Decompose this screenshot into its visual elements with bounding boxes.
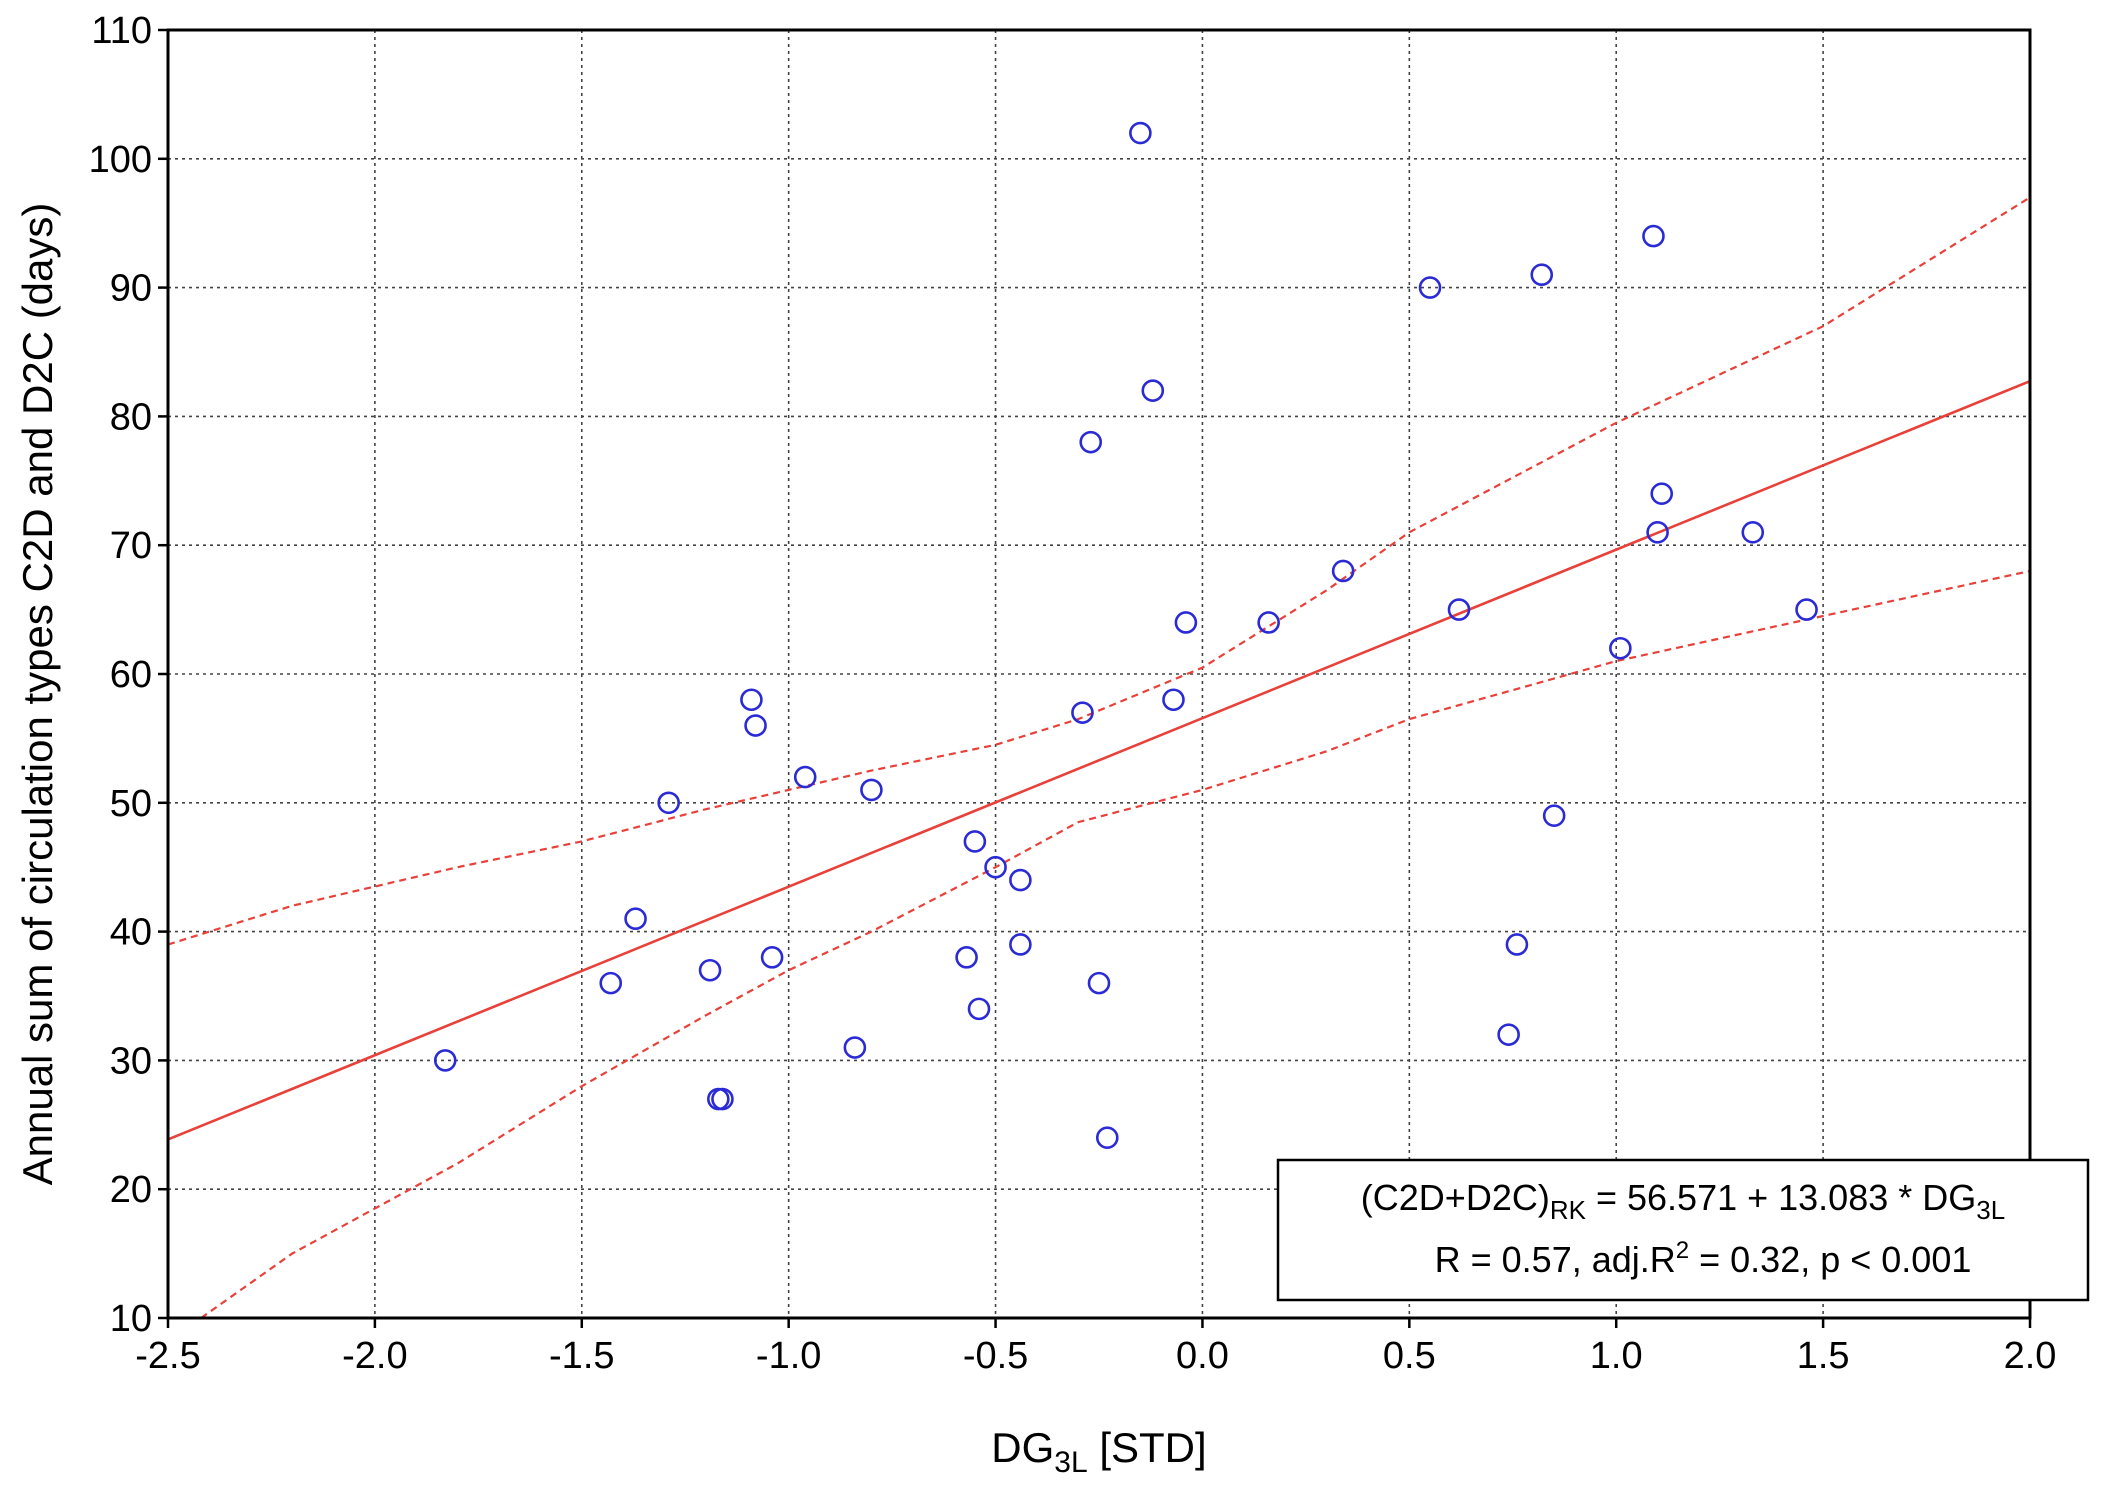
data-point [1174,611,1198,634]
y-tick-label: 30 [110,1040,152,1082]
data-point [967,997,991,1021]
data-point [843,1036,867,1059]
data-point [1009,868,1032,892]
stats-b: = 0.32, p < 0.001 [1689,1239,1971,1280]
grid [168,30,2030,1318]
y-tick-label: 50 [110,783,152,825]
x-tick-label: -0.5 [963,1335,1028,1377]
stats-a: R = 0.57, adj.R [1435,1239,1676,1280]
data-point [860,778,883,802]
x-tick-labels: -2.5 -2.0 -1.5 -1.0 -0.5 0.0 0.5 1.0 1.5 2.0 [135,1318,2056,1377]
equation-lhs: (C2D+D2C) [1361,1177,1550,1218]
x-axis-title: DG3L [STD] [991,1424,1206,1479]
y-tick-label: 90 [110,268,152,310]
x-tick-label: -2.5 [135,1335,200,1377]
equation-rhs: = 56.571 + 13.083 * DG [1586,1177,1976,1218]
x-axis-title-rest: [STD] [1088,1424,1207,1471]
data-point [1071,701,1094,724]
x-tick-label: 2.0 [2004,1335,2057,1377]
data-point [1542,804,1566,827]
data-point [433,1049,457,1072]
data-point [1447,598,1471,621]
y-tick-label: 70 [110,525,152,567]
x-tick-label: 1.0 [1590,1335,1643,1377]
data-point [984,855,1007,879]
x-tick-label: 0.0 [1176,1335,1229,1377]
x-tick-label: 0.5 [1383,1335,1436,1377]
data-point [624,907,647,931]
ci-upper-line [167,196,2031,946]
x-axis-title-main: DG [991,1424,1054,1471]
y-tick-label: 100 [89,139,152,181]
data-point [1095,1126,1119,1149]
data-point [711,1087,734,1111]
data-points [433,121,1818,1149]
data-point [740,688,763,712]
data-point [698,958,722,982]
data-point [1741,521,1765,544]
data-point [1141,379,1165,402]
data-point [1497,1023,1520,1046]
equation-box: (C2D+D2C)RK = 56.571 + 13.083 * DG3L R =… [1276,1158,2090,1302]
equation-line-2: R = 0.57, adj.R2 = 0.32, p < 0.001 [1435,1237,1972,1280]
data-point [963,830,987,853]
data-point [1642,224,1665,248]
data-point [1418,276,1442,299]
data-point [657,791,680,815]
data-point [1079,430,1103,454]
stats-superscript: 2 [1676,1237,1689,1264]
x-axis-title-subscript: 3L [1054,1446,1087,1479]
data-point [1162,688,1185,712]
y-tick-label: 20 [110,1169,152,1211]
y-tick-label: 80 [110,396,152,438]
y-axis-title: Annual sum of circulation types C2D and … [14,203,61,1186]
data-point [744,714,767,737]
data-point [1795,598,1818,621]
data-point [793,765,817,789]
x-tick-label: -1.0 [756,1335,821,1377]
x-tick-label: 1.5 [1797,1335,1850,1377]
data-point [955,946,978,969]
equation-rhs-subscript: 3L [1976,1195,2005,1225]
equation-box-frame [1276,1158,2090,1302]
data-point [1505,933,1529,956]
y-tick-label: 110 [91,10,152,52]
data-point [760,946,784,969]
x-tick-label: -1.5 [549,1335,614,1377]
ci-lower-line [200,569,2031,1319]
data-point [1646,521,1669,544]
data-point [1609,636,1632,660]
data-point [1129,121,1152,145]
y-tick-label: 10 [110,1298,152,1340]
data-point [1257,611,1280,634]
y-tick-label: 40 [110,912,152,954]
equation-lhs-subscript: RK [1550,1195,1587,1225]
data-point [1530,263,1554,287]
data-point [599,971,623,995]
regression-line-group [167,379,2031,1141]
regression-line [167,379,2031,1141]
y-tick-labels: 10 20 30 40 50 60 70 80 90 100 110 [89,10,168,1340]
data-point [1331,559,1355,583]
data-point [1009,933,1032,956]
confidence-bands [167,196,2031,1319]
data-point [1650,482,1674,505]
data-point [1087,971,1111,995]
equation-line-1: (C2D+D2C)RK = 56.571 + 13.083 * DG3L [1361,1177,2005,1225]
y-tick-label: 60 [110,654,152,696]
x-tick-label: -2.0 [342,1335,407,1377]
